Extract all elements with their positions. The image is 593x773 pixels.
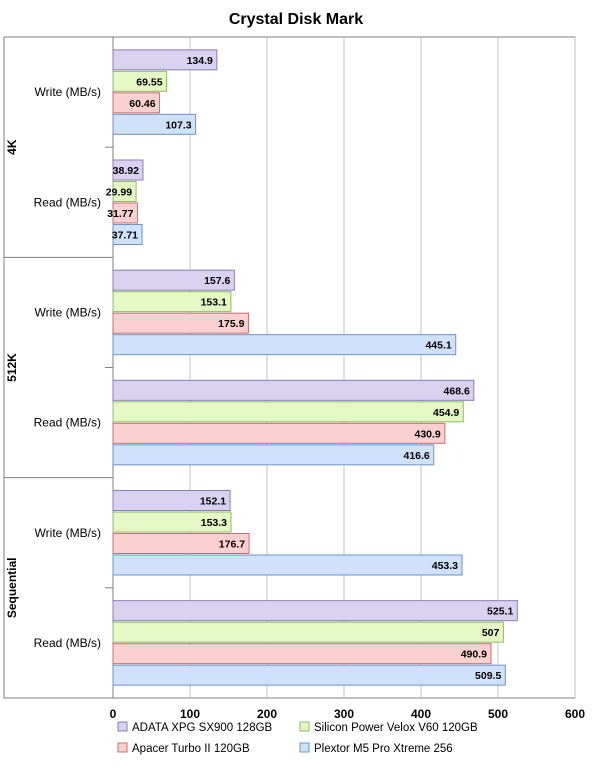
bar [112,533,250,554]
data-label: 430.9 [415,428,441,440]
category-label: Write (MB/s) [35,85,101,99]
data-label: 490.9 [461,649,487,661]
data-label: 152.1 [200,496,226,508]
group-label: 4K [5,139,19,155]
data-label: 468.6 [444,385,470,397]
bar [112,49,218,71]
bar [112,113,197,135]
chart-title: Crystal Disk Mark [229,11,363,28]
x-tick-label: 400 [411,707,431,721]
category-label: Read (MB/s) [34,416,101,430]
bar [112,643,492,665]
data-label: 176.7 [219,539,245,551]
legend-swatch [117,742,128,753]
bar [112,92,161,114]
data-label: 453.3 [432,560,458,572]
data-label: 107.3 [165,119,191,131]
category-label: Read (MB/s) [34,636,101,650]
data-label: 416.6 [404,450,430,462]
bar [112,401,464,423]
x-tick-label: 0 [110,707,117,721]
data-label: 153.3 [201,517,227,529]
bar [112,444,435,466]
bar [112,181,137,202]
bar [112,202,138,224]
bar [112,379,475,401]
data-label: 60.46 [129,98,155,110]
bar [112,224,143,245]
data-label: 454.9 [433,407,459,419]
bar [112,422,446,444]
category-label: Write (MB/s) [35,526,101,540]
data-label: 509.5 [475,670,501,682]
bar [112,291,232,313]
legend-label: ADATA XPG SX900 128GB [132,722,273,734]
legend-swatch [117,721,128,732]
data-label: 37.71 [112,230,138,242]
data-label: 38.92 [113,165,139,177]
group-label: Sequential [5,557,19,618]
x-tick-label: 300 [334,707,354,721]
bar [112,159,144,181]
x-tick-label: 100 [180,707,200,721]
data-label: 157.6 [204,275,230,287]
bar [112,664,506,686]
data-label: 29.99 [106,187,132,199]
data-label: 525.1 [487,606,513,618]
legend-swatch [299,742,310,753]
bar [112,554,463,576]
data-label: 445.1 [425,340,451,352]
bar [112,600,518,622]
x-tick-label: 600 [565,707,585,721]
bar [112,269,235,291]
data-label: 175.9 [218,318,244,330]
x-tick-label: 500 [488,707,508,721]
label-layer: 134.9 69.55 60.46 107.3 38.92 29.99 31.77 37.71… [106,55,514,682]
category-label: Write (MB/s) [35,305,101,319]
bar [112,621,504,643]
axis-layer: 0 100 200 300 400 500 600 4K Write (MB/s) Read (M… [4,37,585,721]
bar [112,490,231,511]
data-label: 134.9 [187,55,213,67]
bar [112,312,249,334]
legend-swatch [299,721,310,732]
legend: ADATA XPG SX900 128GB Silicon Power Velox… [117,721,478,755]
data-label: 31.77 [107,208,133,220]
category-label: Read (MB/s) [34,195,101,209]
legend-label: Apacer Turbo II 120GB [132,743,250,755]
data-label: 69.55 [136,76,162,88]
bar-layer [112,49,518,686]
bar [112,511,232,533]
legend-label: Plextor M5 Pro Xtreme 256 [314,743,453,755]
bar [112,334,457,356]
legend-label: Silicon Power Velox V60 120GB [314,722,478,734]
bar [112,70,168,92]
data-label: 507 [482,627,500,639]
x-tick-label: 200 [257,707,277,721]
data-label: 153.1 [201,297,227,309]
group-label: 512K [5,353,19,382]
